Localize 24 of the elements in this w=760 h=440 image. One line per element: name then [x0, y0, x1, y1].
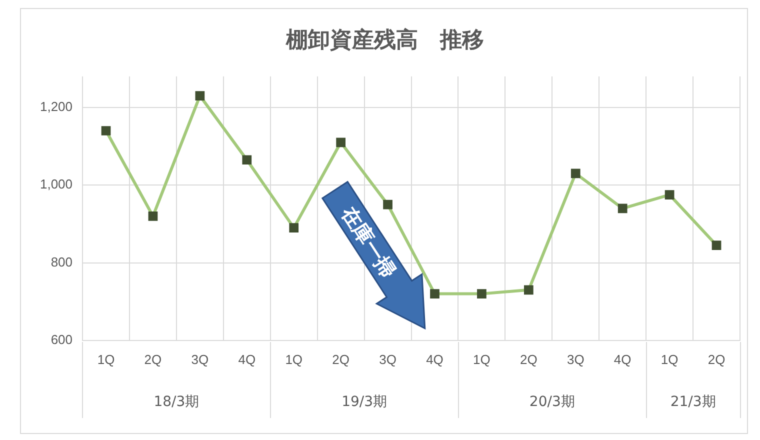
y-tick-label: 1,200 [40, 99, 73, 114]
x-tick-label: 2Q [332, 352, 350, 367]
x-tick-label: 1Q [660, 352, 678, 367]
x-tick-label: 3Q [191, 352, 209, 367]
x-tick-label: 3Q [379, 352, 396, 367]
annotation: 在庫一掃 [336, 201, 401, 282]
y-tick-label: 800 [50, 254, 73, 270]
x-tick-label: 2Q [708, 352, 726, 367]
x-tick-label: 4Q [426, 352, 444, 367]
x-tick-label: 3Q [566, 352, 584, 367]
x-tick-label: 1Q [285, 352, 303, 367]
x-tick-label: 1Q [473, 352, 490, 367]
y-tick-label: 600 [50, 332, 73, 347]
x-tick-label: 1Q [97, 352, 115, 367]
x-tick-label: 4Q [238, 352, 256, 367]
text: 21/3期 [670, 394, 716, 410]
x-tick-label: 4Q [614, 352, 632, 367]
text: 19/3期 [342, 394, 388, 410]
chart-title: 棚卸資産残高 推移 [285, 26, 484, 53]
text: 18/3期 [154, 394, 200, 410]
text: 20/3期 [529, 394, 575, 410]
x-tick-label: 2Q [520, 352, 538, 367]
y-tick-label: 1,000 [40, 176, 73, 192]
x-tick-label: 2Q [144, 352, 162, 367]
